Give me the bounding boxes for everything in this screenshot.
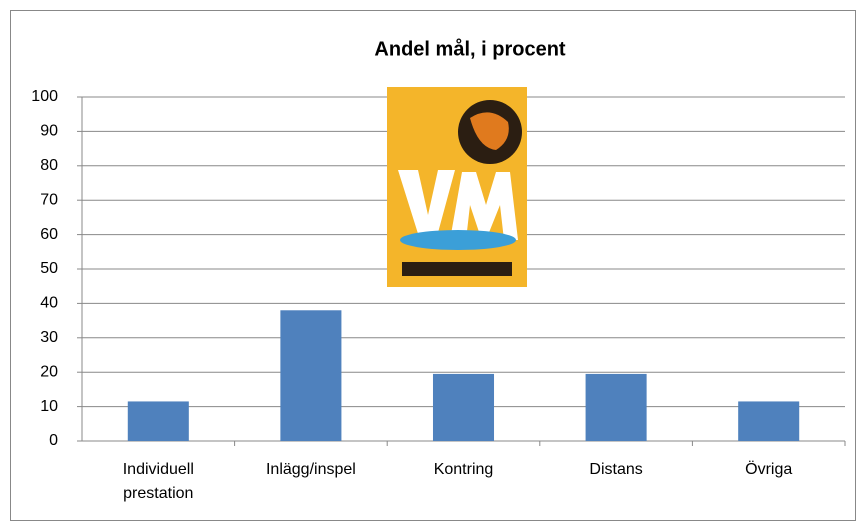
y-tick-label: 10 bbox=[40, 398, 58, 415]
y-tick-label: 60 bbox=[40, 226, 58, 243]
y-tick-label: 30 bbox=[40, 329, 58, 346]
x-tick-label: Inlägg/inspel bbox=[241, 458, 381, 482]
y-tick-label: 100 bbox=[31, 88, 58, 105]
y-tick-label: 20 bbox=[40, 363, 58, 380]
x-tick-label: Distans bbox=[546, 458, 686, 482]
bar bbox=[128, 401, 189, 441]
bar bbox=[433, 374, 494, 441]
x-tick-label: Kontring bbox=[394, 458, 534, 482]
x-tick-label: Övriga bbox=[699, 458, 839, 482]
bar bbox=[280, 310, 341, 441]
bar bbox=[738, 401, 799, 441]
page: Andel mål, i procent 0 10 20 30 40 50 60 70 80 90… bbox=[0, 0, 861, 524]
y-tick-label: 90 bbox=[40, 123, 58, 140]
y-tick-label: 80 bbox=[40, 157, 58, 174]
poster-water bbox=[400, 230, 516, 250]
poster bbox=[387, 87, 527, 287]
y-tick-label: 0 bbox=[49, 432, 58, 449]
poster-word bbox=[402, 262, 512, 276]
y-tick-label: 40 bbox=[40, 295, 58, 312]
y-tick-label: 50 bbox=[40, 260, 58, 277]
x-tick-label: Individuell prestation bbox=[88, 458, 228, 506]
bar bbox=[586, 374, 647, 441]
y-tick-label: 70 bbox=[40, 191, 58, 208]
chart-title: Andel mål, i procent bbox=[374, 37, 565, 60]
chart: Andel mål, i procent 0 10 20 30 40 50 60 70 80 90… bbox=[0, 0, 861, 524]
